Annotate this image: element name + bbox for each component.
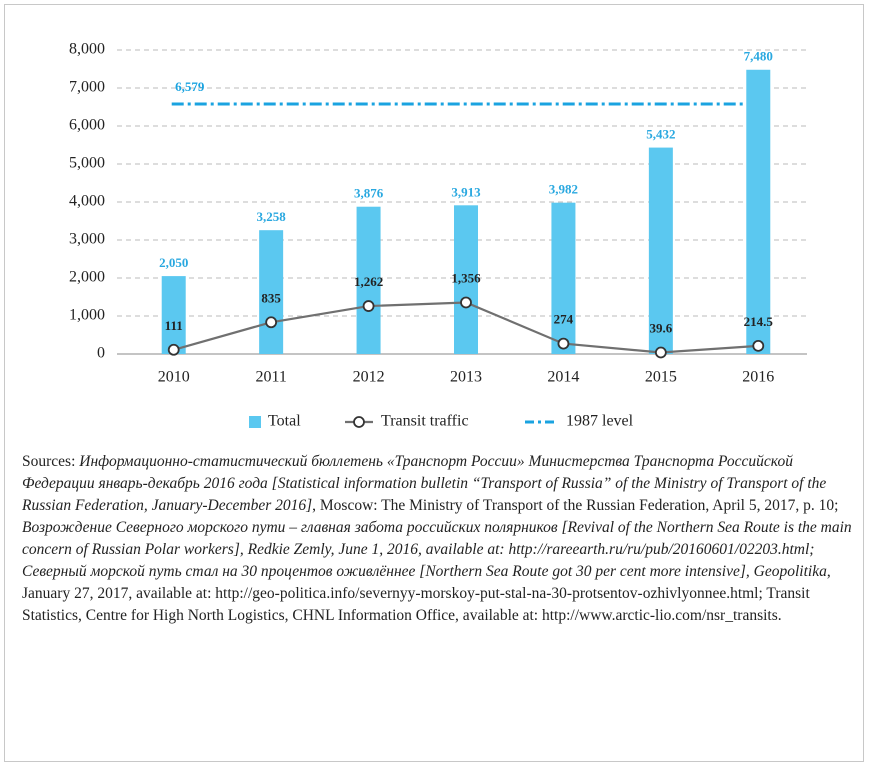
x-tick-label: 2012 xyxy=(353,369,385,386)
bar-value-label: 3,913 xyxy=(451,184,481,199)
x-tick-label: 2010 xyxy=(158,369,190,386)
point-value-label: 274 xyxy=(554,312,574,327)
bar xyxy=(746,69,771,354)
transit-point xyxy=(167,343,180,356)
reference-label: 6,579 xyxy=(175,79,205,94)
source-text: Информационно-статистический бюллетень «… xyxy=(22,453,827,514)
x-tick-label: 2014 xyxy=(547,369,579,386)
legend-label: Transit traffic xyxy=(381,413,469,430)
transit-point xyxy=(265,316,278,329)
transit-point xyxy=(460,296,472,309)
source-text: Sources: xyxy=(22,453,80,470)
point-value-label: 214.5 xyxy=(744,314,774,329)
legend-label: Total xyxy=(268,413,301,430)
y-tick-label: 3,000 xyxy=(69,231,105,248)
source-text: , Moscow: The Ministry of Transport of t… xyxy=(312,497,839,514)
point-value-label: 39.6 xyxy=(649,320,672,335)
bar xyxy=(648,147,673,354)
bar xyxy=(454,205,478,354)
y-tick-label: 8,000 xyxy=(69,41,105,58)
y-tick-label: 7,000 xyxy=(69,79,105,96)
bar-value-label: 2,050 xyxy=(159,255,188,270)
y-tick-label: 5,000 xyxy=(69,155,105,172)
legend-label: 1987 level xyxy=(566,413,634,430)
frame xyxy=(4,4,864,762)
bar-value-label: 5,432 xyxy=(646,127,675,142)
point-value-label: 111 xyxy=(165,318,183,333)
transit-point xyxy=(654,346,667,359)
point-value-label: 835 xyxy=(261,290,281,305)
sources: Sources: Информационно-статистический бю… xyxy=(22,451,852,627)
source-text: , January 27, 2017, available at: http:/… xyxy=(22,563,831,624)
point-value-label: 1,356 xyxy=(451,270,481,285)
legend-point xyxy=(353,416,365,428)
transit-point xyxy=(557,337,570,350)
x-tick-label: 2016 xyxy=(742,369,774,386)
y-tick-label: 0 xyxy=(97,345,105,362)
x-tick-label: 2015 xyxy=(645,369,677,386)
y-tick-label: 6,000 xyxy=(69,117,105,134)
y-tick-label: 4,000 xyxy=(69,193,105,210)
source-text: Возрождение Северного морского пути – гл… xyxy=(22,519,852,580)
transit-point xyxy=(362,300,375,312)
bar xyxy=(161,276,186,354)
y-tick-label: 2,000 xyxy=(69,269,105,286)
point-value-label: 1,262 xyxy=(354,274,383,289)
transit-point xyxy=(752,339,765,352)
x-tick-label: 2013 xyxy=(450,369,482,386)
x-tick-label: 2011 xyxy=(255,369,286,386)
bar-value-label: 3,982 xyxy=(549,182,578,197)
chart: 0 1,000 2,000 3,000 4,000 5,000 6,000 7,000 8,00… xyxy=(69,41,807,430)
bar xyxy=(259,230,284,354)
bar xyxy=(356,206,381,354)
y-tick-label: 1,000 xyxy=(69,307,105,324)
legend-swatch xyxy=(249,416,261,428)
bar-value-label: 3,876 xyxy=(354,186,384,201)
bar-value-label: 3,258 xyxy=(257,209,287,224)
bar-value-label: 7,480 xyxy=(744,49,773,64)
bar xyxy=(551,202,576,354)
